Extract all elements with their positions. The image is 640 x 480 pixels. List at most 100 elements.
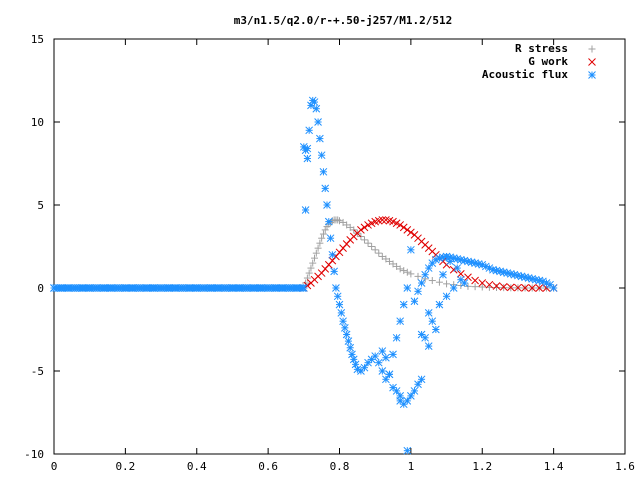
data-point [439, 270, 447, 279]
data-point [378, 216, 387, 224]
data-point [339, 317, 347, 326]
data-point [399, 300, 408, 309]
data-point [371, 246, 379, 254]
y-tick-label: -10 [24, 448, 44, 461]
data-point [389, 260, 397, 268]
y-tick-label: 10 [31, 116, 44, 129]
data-point [357, 226, 365, 234]
acoustic-flux-baseline-points [50, 284, 307, 292]
data-point [506, 283, 515, 292]
data-point [492, 282, 501, 290]
data-point [360, 236, 368, 244]
data-point [319, 167, 328, 176]
data-point [410, 297, 419, 306]
data-point [424, 264, 433, 272]
data-point [351, 360, 360, 369]
data-point [417, 375, 426, 384]
data-point [389, 350, 397, 359]
data-point [324, 217, 333, 226]
data-point [323, 201, 331, 209]
data-point [332, 284, 340, 292]
data-point [318, 234, 326, 242]
data-point [305, 126, 314, 135]
data-point [549, 284, 558, 292]
data-point [298, 284, 307, 292]
chart-title: m3/n1.5/q2.0/r-+.50-j257/M1.2/512 [234, 14, 453, 27]
data-point [471, 283, 479, 291]
data-point [421, 270, 430, 279]
data-point [360, 223, 369, 232]
data-point [312, 249, 320, 257]
data-point [442, 292, 451, 301]
data-point [403, 397, 412, 405]
data-point [396, 265, 404, 273]
legend-label-acoustic-flux: Acoustic flux [482, 68, 568, 81]
data-point [449, 284, 458, 292]
data-point [317, 151, 326, 160]
data-point [336, 217, 343, 225]
data-point [312, 104, 321, 113]
data-point [460, 279, 469, 287]
data-point [403, 226, 412, 234]
data-point [343, 221, 351, 229]
data-point [346, 343, 355, 352]
data-point [521, 283, 529, 292]
y-tick-label: 15 [31, 33, 44, 46]
x-tick-label: 1.6 [615, 460, 635, 473]
data-point [389, 383, 397, 392]
data-point [407, 270, 415, 278]
data-point [368, 243, 376, 250]
data-point [378, 367, 387, 375]
data-point [396, 221, 405, 229]
data-point [382, 375, 390, 384]
data-point [314, 118, 322, 126]
data-point [360, 363, 369, 372]
data-point [309, 259, 317, 267]
legend-marker [588, 58, 596, 66]
data-point [396, 397, 405, 405]
data-point [500, 284, 508, 292]
data-point [307, 264, 315, 272]
data-point [478, 279, 487, 287]
data-point [326, 234, 335, 243]
legend-markers [588, 45, 596, 79]
y-tick-label: 0 [37, 282, 44, 295]
data-point [393, 262, 401, 270]
data-point [310, 98, 319, 106]
data-point [311, 254, 319, 262]
series-g-work [299, 216, 558, 292]
data-point [301, 206, 310, 214]
data-point [378, 347, 387, 355]
data-point [424, 309, 433, 317]
data-point [407, 228, 415, 237]
x-tick-label: 0.6 [258, 460, 278, 473]
data-point [493, 284, 501, 292]
data-point [344, 337, 353, 345]
data-point [400, 267, 408, 275]
data-point [371, 352, 380, 360]
x-tick-label: 0 [51, 460, 58, 473]
data-points [50, 96, 558, 455]
data-point [342, 330, 351, 339]
data-point [417, 330, 426, 339]
x-tick-label: 0.2 [115, 460, 135, 473]
data-point [410, 387, 419, 395]
data-point [456, 270, 465, 278]
data-point [321, 184, 330, 193]
data-point [428, 277, 436, 285]
data-point [375, 249, 383, 257]
data-point [535, 284, 544, 292]
data-point [303, 154, 312, 163]
legend-marker [588, 71, 596, 79]
data-point [378, 252, 386, 260]
data-point [485, 280, 494, 289]
data-point [316, 134, 324, 143]
data-point [382, 255, 390, 263]
data-point [443, 280, 451, 288]
data-point [385, 370, 394, 379]
y-tick-label: -5 [31, 365, 44, 378]
data-point [392, 333, 401, 342]
data-point [335, 300, 344, 309]
data-point [464, 273, 472, 282]
data-point [305, 269, 313, 277]
